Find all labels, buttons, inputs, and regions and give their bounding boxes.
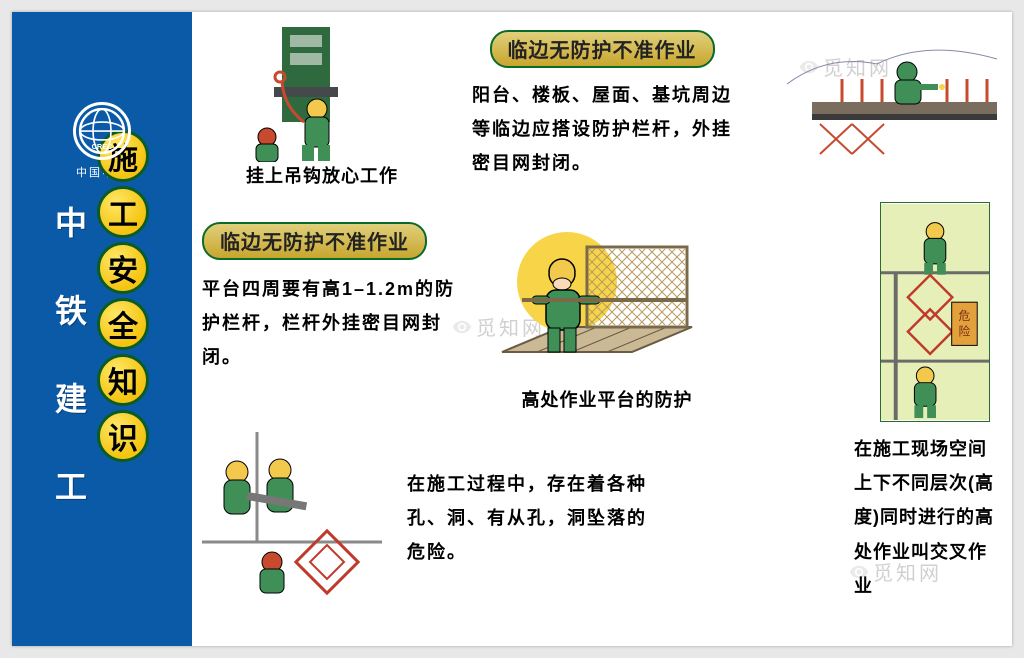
org-char: 建 — [55, 374, 87, 420]
svg-text:CREC: CREC — [92, 142, 113, 151]
illustration-hook — [222, 27, 392, 162]
illustration-platform — [492, 212, 702, 382]
org-logo: CREC — [73, 102, 131, 160]
section-pill: 临边无防护不准作业 — [202, 222, 427, 260]
title-coin: 知 — [97, 354, 149, 406]
section-body: 在施工过程中，存在着各种孔、洞、有从孔，洞坠落的危险。 — [407, 467, 657, 570]
caption: 高处作业平台的防护 — [492, 386, 722, 412]
caption: 挂上吊钩放心工作 — [222, 162, 422, 188]
content-area: 挂上吊钩放心工作 临边无防护不准作业 阳台、楼板、屋面、基坑周边等临边应搭设防护… — [192, 12, 1012, 646]
illustration-holes — [202, 432, 392, 607]
org-name-vertical: 中 铁 建 工 — [55, 198, 87, 508]
sidebar: CREC 中国中铁 中 铁 建 工 施 工 安 全 知 识 — [12, 12, 192, 646]
illustration-railing — [782, 24, 1002, 169]
svg-text:危: 危 — [959, 310, 971, 323]
section-platform-rail: 临边无防护不准作业 平台四周要有高1–1.2m的防护栏杆，栏杆外挂密目网封闭。 — [202, 222, 472, 375]
safety-poster: 觅知网 觅知网 觅知网 CREC 中国中铁 中 铁 建 工 — [12, 12, 1012, 646]
section-body: 阳台、楼板、屋面、基坑周边等临边应搭设防护栏杆，外挂密目网封闭。 — [472, 78, 732, 181]
org-char: 工 — [55, 462, 87, 508]
section-hook: 挂上吊钩放心工作 — [222, 27, 422, 188]
section-edge-protection: 临边无防护不准作业 阳台、楼板、屋面、基坑周边等临边应搭设防护栏杆，外挂密目网封… — [472, 30, 732, 181]
title-coin: 工 — [97, 186, 149, 238]
illustration-cross: 危 险 — [880, 202, 990, 422]
section-body: 平台四周要有高1–1.2m的防护栏杆，栏杆外挂密目网封闭。 — [202, 272, 472, 375]
poster-title-vertical: 施 工 安 全 知 识 — [97, 130, 149, 462]
title-coin: 全 — [97, 298, 149, 350]
title-coin: 安 — [97, 242, 149, 294]
org-char: 中 — [55, 198, 87, 244]
org-char: 铁 — [55, 286, 87, 332]
section-cross-work: 危 险 — [870, 202, 1000, 430]
section-body: 在施工现场空间上下不同层次(高度)同时进行的高处作业叫交叉作业 — [854, 432, 1004, 603]
section-platform: 高处作业平台的防护 — [492, 212, 722, 412]
section-pill: 临边无防护不准作业 — [490, 30, 715, 68]
svg-text:险: 险 — [959, 325, 971, 339]
title-coin: 识 — [97, 410, 149, 462]
